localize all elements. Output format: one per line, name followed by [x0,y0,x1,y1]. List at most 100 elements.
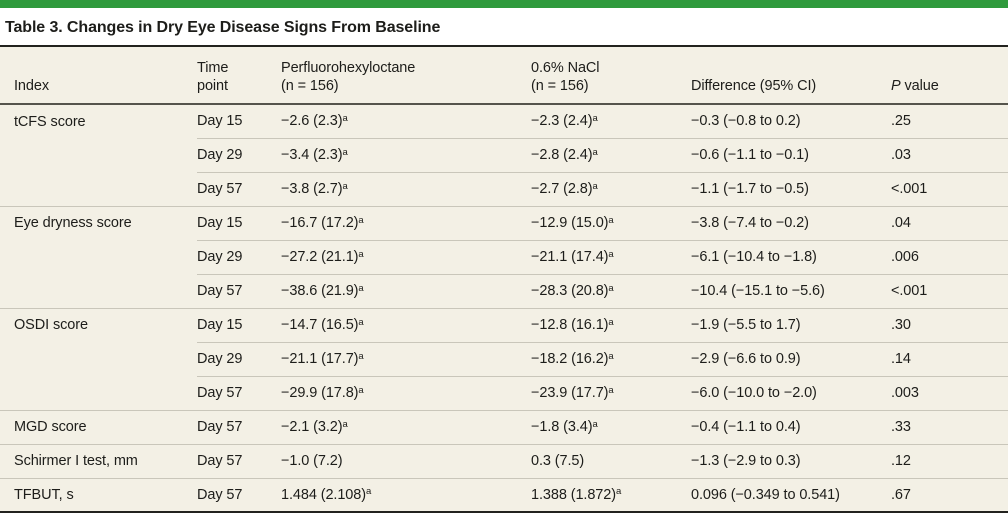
footnote-marker: a [608,282,614,294]
footnote-marker: a [342,180,348,192]
pfho-cell: −3.8 (2.7)a [281,171,531,206]
pfho-cell: −14.7 (16.5)a [281,307,531,342]
footnote-marker: a [608,214,614,226]
pvalue-cell: .04 [891,205,1008,240]
pvalue-cell: .67 [891,477,1008,512]
column-header-pvalue: P value [891,47,1008,105]
index-cell [0,376,197,410]
footnote-marker: a [615,486,622,498]
index-cell: tCFS score [14,113,86,130]
table-row: Day 29 −3.4 (2.3)a −2.8 (2.4)a −0.6 (−1.1 t… [0,137,1008,172]
pfho-cell: −29.9 (17.8)a [281,375,531,410]
footnote-marker: a [608,248,614,260]
time-point-cell: Day 57 [197,409,281,444]
index-cell: OSDI score [0,307,197,342]
pfho-cell: −21.1 (17.7)a [281,341,531,376]
nacl-cell: 1.388 (1.872)a [531,477,691,512]
footnote-marker: a [592,146,598,158]
footnote-marker: a [608,316,614,328]
time-point-cell: Day 57 [197,273,281,308]
table-body: tCFS score Day 15 −2.6 (2.3)a −2.3 (2.4)a −0… [0,104,1008,512]
time-point-cell: Day 57 [197,171,281,206]
pfho-cell: −2.1 (3.2)a [281,409,531,444]
table-row: TFBUT, s Day 57 1.484 (2.108)a 1.388 (1.872… [0,477,1008,512]
pvalue-cell: .30 [891,307,1008,342]
nacl-cell: −2.8 (2.4)a [531,137,691,172]
nacl-cell: −18.2 (16.2)a [531,341,691,376]
nacl-cell: −28.3 (20.8)a [531,273,691,308]
footnote-marker: a [608,350,614,362]
index-cell: Eye dryness score [0,205,197,240]
difference-cell: −6.1 (−10.4 to −1.8) [691,239,891,274]
title-block: Table 3. Changes in Dry Eye Disease Sign… [0,8,1008,47]
nacl-cell: −21.1 (17.4)a [531,239,691,274]
table-row: Day 29 −27.2 (21.1)a −21.1 (17.4)a −6.1 (−1… [0,239,1008,274]
table-row: Day 57 −38.6 (21.9)a −28.3 (20.8)a −10.4 (−… [0,273,1008,308]
pfho-cell: −16.7 (17.2)a [281,205,531,240]
accent-bar [0,0,1008,8]
index-cell: MGD score [0,409,197,444]
pvalue-cell: .12 [891,443,1008,478]
pvalue-cell: <.001 [891,171,1008,206]
index-cell [0,274,197,308]
column-header-time-point: Time point [197,47,281,105]
time-point-cell: Day 15 [197,307,281,342]
table-head: Index Time point Perfluorohexyloctane (n = 1… [0,47,1008,105]
table-row: Eye dryness score Day 15 −16.7 (17.2)a −12.… [0,205,1008,240]
index-cell [0,172,197,206]
index-cell: Schirmer I test, mm [0,443,197,478]
nacl-cell: −2.7 (2.8)a [531,171,691,206]
footnote-marker: a [358,316,364,328]
pfho-cell: −38.6 (21.9)a [281,273,531,308]
footnote-marker: a [608,384,614,396]
time-point-cell: Day 57 [197,477,281,512]
nacl-cell: 0.3 (7.5) [531,443,691,478]
table-header-row: Index Time point Perfluorohexyloctane (n = 1… [0,47,1008,105]
footnote-marker: a [592,418,598,430]
nacl-cell: −2.3 (2.4)a [531,112,598,130]
pfho-cell: −1.0 (7.2) [281,443,531,478]
pvalue-cell: <.001 [891,273,1008,308]
difference-cell: −2.9 (−6.6 to 0.9) [691,341,891,376]
time-point-cell: Day 29 [197,137,281,172]
difference-cell: 0.096 (−0.349 to 0.541) [691,477,891,512]
footnote-marker: a [358,248,364,260]
nacl-cell: −1.8 (3.4)a [531,409,691,444]
index-cell [0,240,197,274]
time-point-cell: Day 29 [197,239,281,274]
table-row: OSDI score Day 15 −14.7 (16.5)a −12.8 (16.1… [0,307,1008,342]
footnote-marker: a [358,282,364,294]
pvalue-cell: .003 [891,375,1008,410]
pvalue-cell: .14 [891,341,1008,376]
table-row: Day 29 −21.1 (17.7)a −18.2 (16.2)a −2.9 (−6… [0,341,1008,376]
footnote-marker: a [358,350,364,362]
column-header-nacl: 0.6% NaCl (n = 156) [531,47,691,105]
difference-cell: −3.8 (−7.4 to −0.2) [691,205,891,240]
time-point-cell: Day 15 [197,113,243,130]
pfho-cell: −3.4 (2.3)a [281,137,531,172]
footnote-marker: a [358,384,364,396]
difference-cell: −1.9 (−5.5 to 1.7) [691,307,891,342]
footnote-marker: a [592,180,598,192]
table-row: Day 57 −3.8 (2.7)a −2.7 (2.8)a −1.1 (−1.7 t… [0,171,1008,206]
pvalue-cell: .33 [891,409,1008,444]
difference-cell: −1.1 (−1.7 to −0.5) [691,171,891,206]
index-cell: TFBUT, s [0,477,197,512]
pvalue-cell: .03 [891,137,1008,172]
footnote-marker: a [358,214,364,226]
pfho-cell: 1.484 (2.108)a [281,477,531,512]
difference-cell: −10.4 (−15.1 to −5.6) [691,273,891,308]
difference-cell: −0.3 (−0.8 to 0.2) [691,113,801,130]
difference-cell: −0.4 (−1.1 to 0.4) [691,409,891,444]
signs-table: Index Time point Perfluorohexyloctane (n = 1… [0,47,1008,513]
footnote-marker: a [342,112,348,124]
column-header-pfho: Perfluorohexyloctane (n = 156) [281,47,531,105]
nacl-cell: −12.8 (16.1)a [531,307,691,342]
time-point-cell: Day 57 [197,443,281,478]
index-cell [0,138,197,172]
pfho-cell: −27.2 (21.1)a [281,239,531,274]
pvalue-cell: .25 [891,113,911,130]
column-header-index: Index [0,47,197,105]
difference-cell: −6.0 (−10.0 to −2.0) [691,375,891,410]
difference-cell: −1.3 (−2.9 to 0.3) [691,443,891,478]
